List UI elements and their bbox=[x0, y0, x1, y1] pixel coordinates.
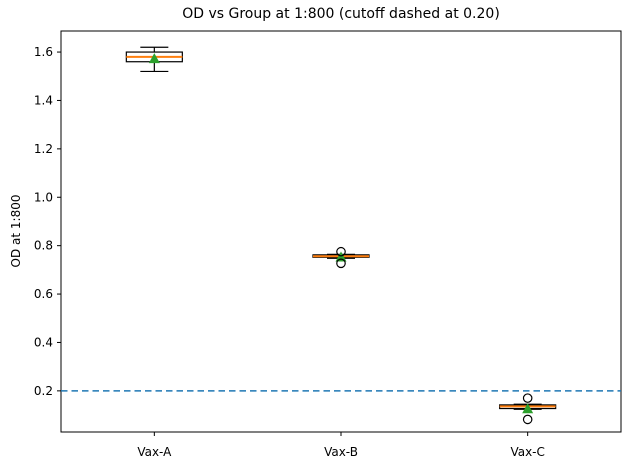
x-tick-label: Vax-A bbox=[137, 445, 172, 459]
outlier-point-vax-b bbox=[336, 258, 346, 269]
mean-marker-vax-c bbox=[522, 403, 534, 414]
y-tick-label: 0.8 bbox=[34, 239, 53, 253]
mean-marker-vax-b bbox=[335, 251, 347, 262]
outlier-point-vax-c bbox=[522, 393, 533, 403]
plot-frame bbox=[60, 30, 622, 433]
x-tick-label: Vax-B bbox=[324, 445, 358, 459]
y-tick-label: 0.6 bbox=[34, 287, 53, 301]
y-tick-label: 0.2 bbox=[34, 384, 53, 398]
outlier-point-vax-b bbox=[336, 246, 346, 257]
y-tick-label: 1.0 bbox=[34, 190, 53, 204]
x-tick-label: Vax-C bbox=[510, 445, 544, 459]
y-tick-label: 1.4 bbox=[34, 93, 53, 107]
mean-marker-vax-a bbox=[148, 53, 160, 64]
chart-title: OD vs Group at 1:800 (cutoff dashed at 0… bbox=[182, 6, 500, 22]
outlier-point-vax-c bbox=[522, 414, 533, 425]
y-tick-label: 0.4 bbox=[34, 335, 53, 349]
y-tick-label: 1.2 bbox=[34, 142, 53, 156]
y-tick-label: 1.6 bbox=[34, 45, 53, 59]
